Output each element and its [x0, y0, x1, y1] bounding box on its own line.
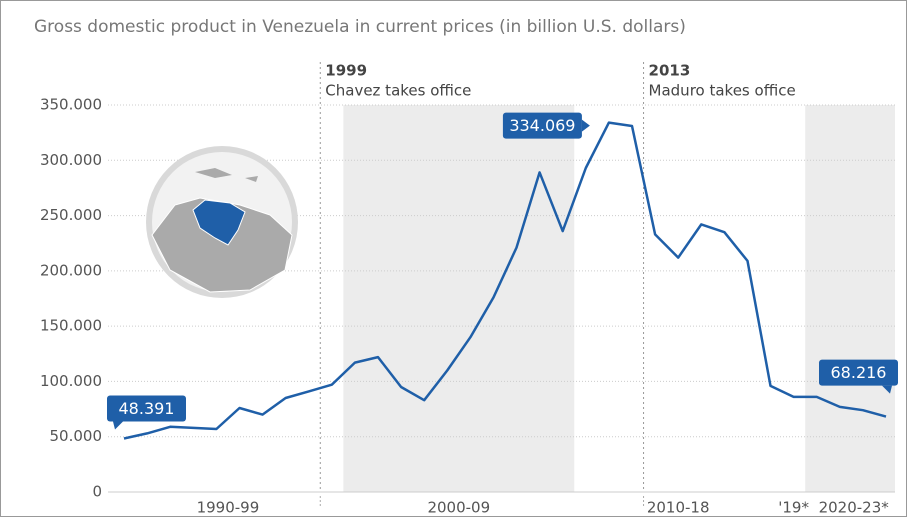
value-label: 334.069: [509, 116, 575, 135]
annotation-year: 2013: [649, 62, 691, 80]
line: [123, 121, 887, 440]
value-label-box: [502, 112, 582, 139]
value-label-box: [107, 395, 186, 422]
y-tick-label: 200.000: [40, 261, 102, 279]
map-land: [151, 197, 293, 293]
y-tick-label: 0: [92, 483, 102, 501]
y-tick-label: 100.000: [40, 372, 102, 390]
chart-title: Gross domestic product in Venezuela in c…: [34, 17, 686, 37]
map-icon: [146, 146, 298, 298]
map-venezuela: [192, 199, 246, 246]
value-label-pointer: [113, 421, 123, 430]
x-period-label: 2000-09: [427, 499, 490, 517]
y-tick-label: 50.000: [50, 427, 103, 445]
annotation-year: 1999: [325, 62, 367, 80]
value-label-box: [819, 359, 898, 386]
value-label-pointer: [581, 119, 590, 132]
x-period-label: 2020-23*: [819, 499, 890, 517]
value-label: 68.216: [831, 363, 887, 382]
period-shade: [805, 105, 895, 492]
annotation-text: Maduro takes office: [649, 82, 796, 100]
y-tick-label: 300.000: [40, 151, 102, 169]
y-tick-label: 150.000: [40, 317, 102, 335]
y-tick-label: 350.000: [40, 96, 102, 114]
x-period-label: 1990-99: [197, 499, 260, 517]
x-period-label: 2010-18: [647, 499, 710, 517]
value-label-pointer: [882, 385, 892, 394]
y-tick-label: 250.000: [40, 206, 102, 224]
annotation-text: Chavez takes office: [325, 82, 471, 100]
value-label: 48.391: [119, 399, 175, 418]
period-shade: [343, 105, 575, 492]
x-period-label: '19*: [778, 499, 809, 517]
map-islands: [195, 168, 258, 182]
